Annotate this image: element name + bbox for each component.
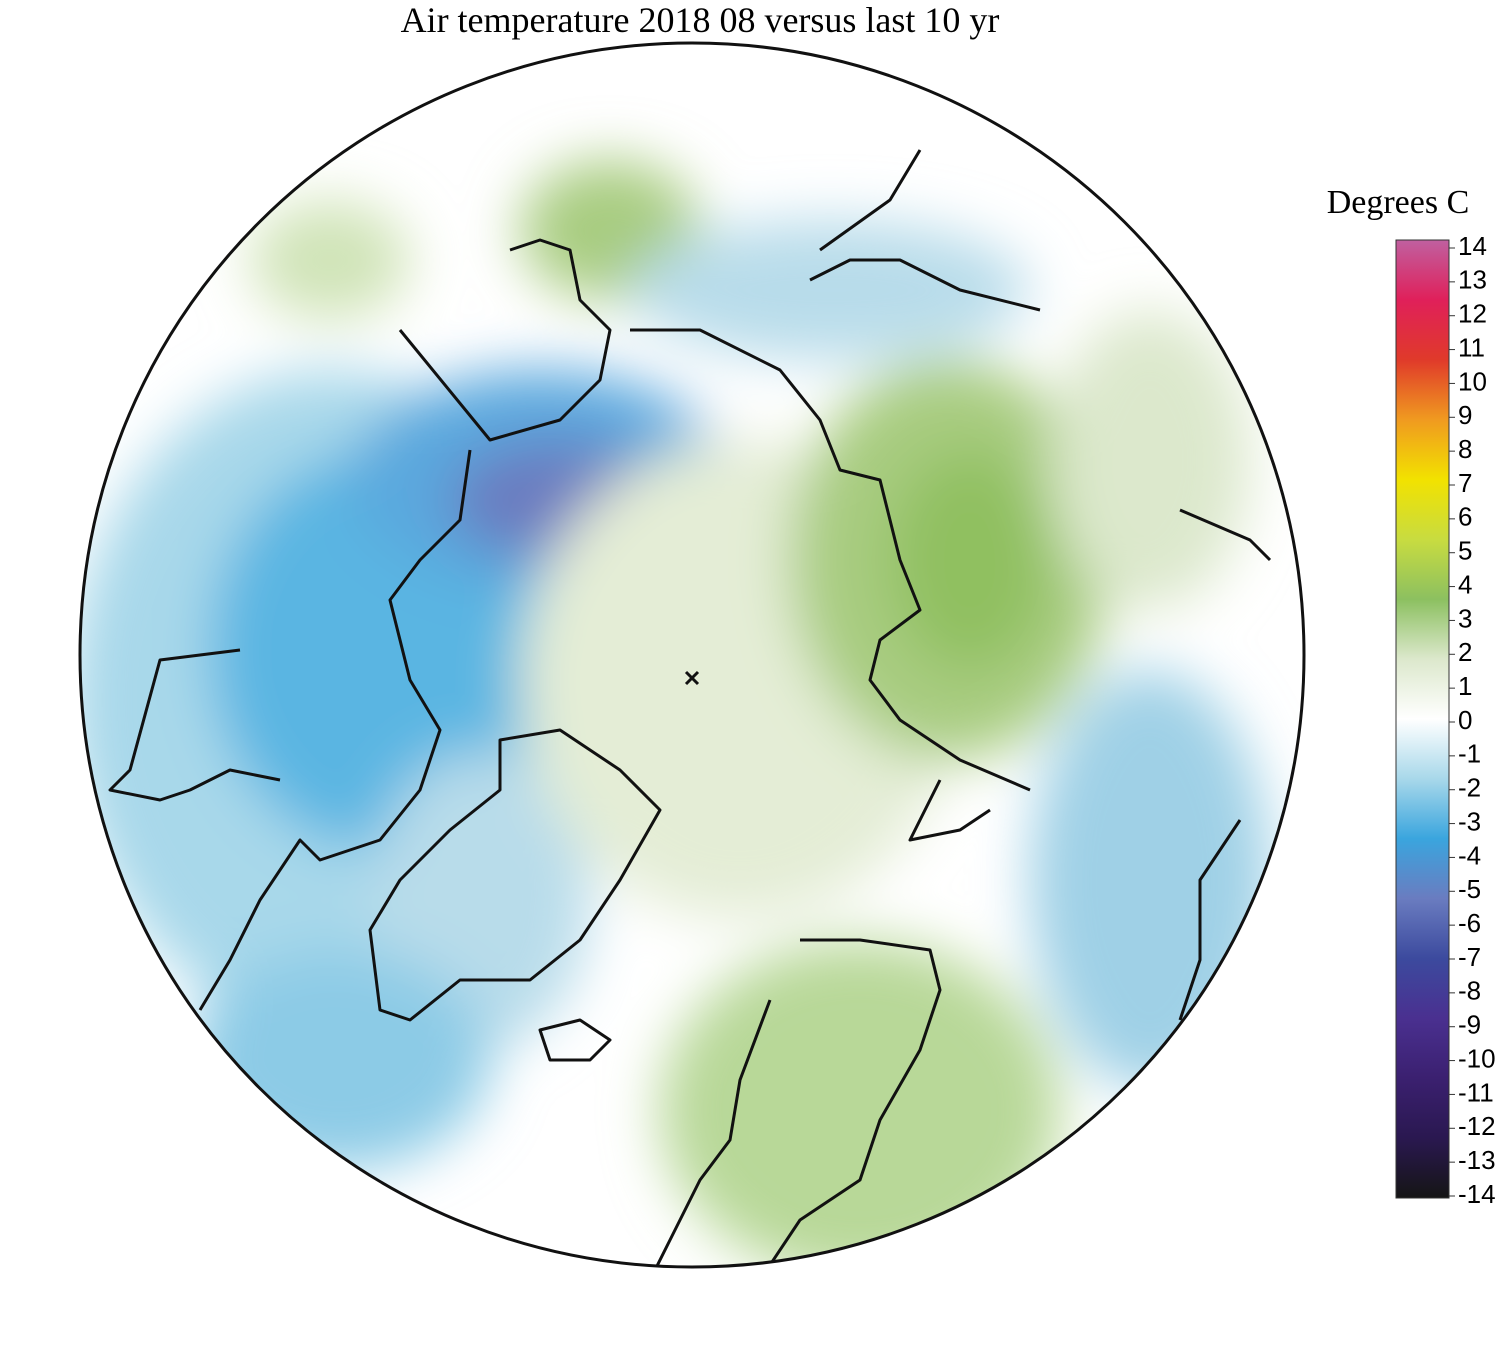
colorbar-tick-label: -11 [1458, 1077, 1494, 1107]
colorbar-tick-label: -2 [1458, 773, 1481, 803]
colorbar-tick-label: -10 [1458, 1043, 1496, 1073]
colorbar-tick-label: 2 [1458, 637, 1472, 667]
colorbar-tick-label: 14 [1458, 231, 1487, 261]
colorbar-tick-label: -1 [1458, 739, 1481, 769]
colorbar-tick-label: 1 [1458, 671, 1472, 701]
colorbar-tick-label: 7 [1458, 468, 1472, 498]
colorbar-tick-label: -4 [1458, 840, 1481, 870]
colorbar-tick-label: 13 [1458, 265, 1487, 295]
colorbar [1395, 239, 1450, 1199]
colorbar-tick-label: 9 [1458, 400, 1472, 430]
colorbar-tick-label: -3 [1458, 806, 1481, 836]
colorbar-tick-label: 10 [1458, 366, 1487, 396]
colorbar-tick-label: -13 [1458, 1145, 1496, 1175]
colorbar-tick-label: -12 [1458, 1111, 1496, 1141]
map-border [78, 41, 1306, 1269]
colorbar-tick-label: 4 [1458, 569, 1472, 599]
colorbar-tick-label: 5 [1458, 536, 1472, 566]
colorbar-tick-label: -9 [1458, 1010, 1481, 1040]
temperature-field [80, 43, 1304, 1267]
colorbar-label: Degrees C [1327, 184, 1470, 221]
colorbar-tick-label: 3 [1458, 603, 1472, 633]
coastlines [108, 149, 1272, 1267]
colorbar-tick-label: -14 [1458, 1179, 1496, 1209]
map-title: Air temperature 2018 08 versus last 10 y… [401, 0, 1000, 40]
colorbar-tick-label: 8 [1458, 434, 1472, 464]
colorbar-tick-label: -6 [1458, 908, 1481, 938]
colorbar-tick-label: -7 [1458, 942, 1481, 972]
colorbar-tick-label: 0 [1458, 705, 1472, 735]
colorbar-tick-label: 11 [1458, 332, 1485, 362]
colorbar-tick-label: -8 [1458, 976, 1481, 1006]
colorbar-tick-label: 6 [1458, 502, 1472, 532]
colorbar-tick-label: -5 [1458, 874, 1481, 904]
colorbar-tick-label: 12 [1458, 299, 1487, 329]
